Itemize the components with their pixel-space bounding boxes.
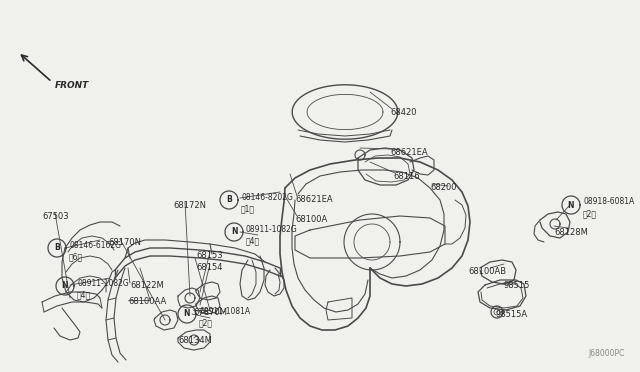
Text: 08146-8202G: 08146-8202G	[241, 192, 293, 202]
Text: 68420: 68420	[390, 108, 417, 117]
Text: （4）: （4）	[246, 237, 260, 246]
Text: 98515A: 98515A	[496, 310, 528, 319]
Text: 08911-1081A: 08911-1081A	[199, 307, 250, 315]
Text: 68128M: 68128M	[554, 228, 588, 237]
Text: 68134M: 68134M	[178, 336, 212, 345]
Text: B: B	[226, 196, 232, 205]
Text: 98515: 98515	[503, 281, 529, 290]
Text: N: N	[184, 310, 190, 318]
Text: 08911-1082G: 08911-1082G	[246, 224, 298, 234]
Text: 68154: 68154	[196, 263, 223, 272]
Text: 68170N: 68170N	[108, 238, 141, 247]
Text: 68621EA: 68621EA	[295, 195, 333, 204]
Text: （2）: （2）	[199, 318, 213, 327]
Text: N: N	[231, 228, 237, 237]
Text: 68100AA: 68100AA	[128, 297, 166, 306]
Text: 68122M: 68122M	[130, 281, 164, 290]
Text: 68200: 68200	[430, 183, 456, 192]
Text: 68153: 68153	[196, 251, 223, 260]
Text: （2）: （2）	[583, 209, 597, 218]
Text: 68100A: 68100A	[295, 215, 327, 224]
Text: FRONT: FRONT	[55, 81, 89, 90]
Text: 67503: 67503	[42, 212, 68, 221]
Text: 68116: 68116	[393, 172, 420, 181]
Text: N: N	[568, 201, 574, 209]
Text: （1）: （1）	[241, 205, 255, 214]
Text: J68000PC: J68000PC	[589, 349, 625, 358]
Text: 68100AB: 68100AB	[468, 267, 506, 276]
Text: 68621EA: 68621EA	[390, 148, 428, 157]
Text: 67870M: 67870M	[193, 308, 227, 317]
Text: B: B	[54, 244, 60, 253]
Text: 08918-6081A: 08918-6081A	[583, 198, 634, 206]
Text: 68172N: 68172N	[173, 201, 206, 210]
Text: 08146-6162G: 08146-6162G	[69, 241, 121, 250]
Text: 08911-1082G: 08911-1082G	[77, 279, 129, 288]
Text: （4）: （4）	[77, 291, 91, 299]
Text: （6）: （6）	[69, 253, 83, 262]
Text: N: N	[61, 282, 68, 291]
